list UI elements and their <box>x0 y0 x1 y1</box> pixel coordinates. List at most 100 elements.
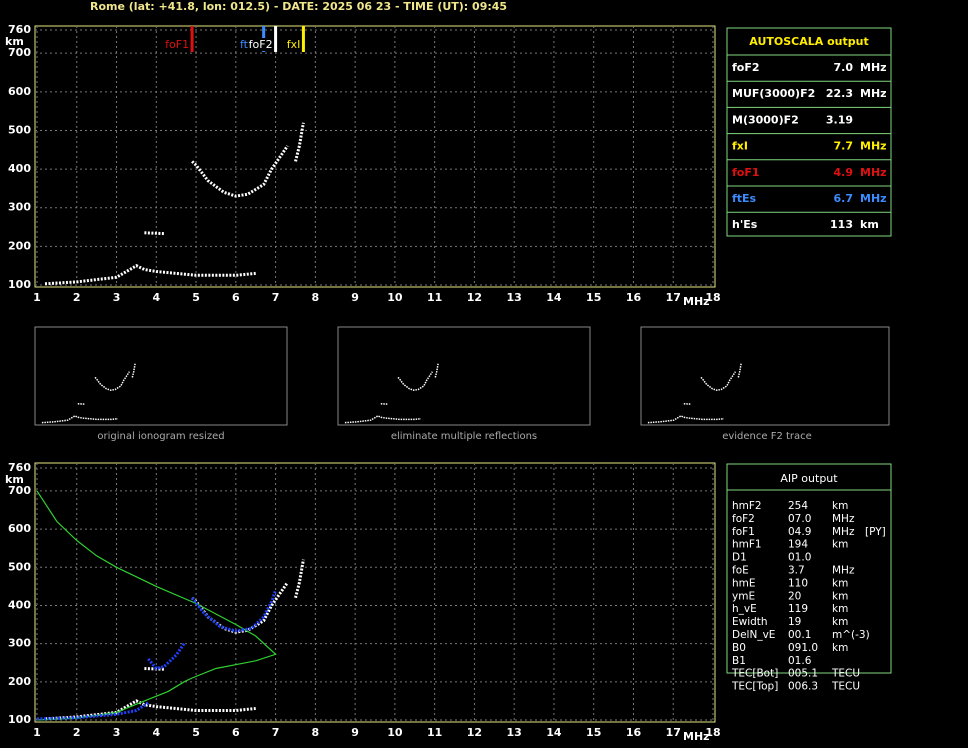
thumb-frame <box>640 326 890 426</box>
aip-value: 3.7 <box>788 565 805 577</box>
x-tick-label: 1 <box>33 291 41 304</box>
aip-value: 01.6 <box>788 655 812 667</box>
row-name: MUF(3000)F2 <box>732 87 815 100</box>
aip-name: hmF1 <box>732 539 762 551</box>
aip-value: 006.3 <box>788 681 818 693</box>
y-tick-label: 200 <box>8 675 31 688</box>
plot-frame <box>34 462 716 723</box>
aip-value: 00.1 <box>788 629 811 641</box>
aip-value: 254 <box>788 500 808 512</box>
row-name: h'Es <box>732 218 758 231</box>
x-tick-label: 11 <box>427 726 442 739</box>
aip-name: B0 <box>732 642 746 654</box>
x-tick-label: 16 <box>626 291 642 304</box>
row-name: foF2 <box>732 61 760 74</box>
row-unit: km <box>860 218 879 231</box>
thumb-trace <box>647 363 742 424</box>
y-tick-label: 400 <box>8 598 31 611</box>
y-tick-label: 300 <box>8 637 31 650</box>
y-tick-label: 400 <box>8 162 31 175</box>
x-tick-label: 8 <box>312 726 320 739</box>
aip-unit: MHz <box>832 513 855 525</box>
row-name: ftEs <box>732 192 757 205</box>
header-title: Rome (lat: +41.8, lon: 012.5) - DATE: 20… <box>90 0 507 13</box>
aip-value: 119 <box>788 603 808 615</box>
y-tick-label: 600 <box>8 85 31 98</box>
y-tick-label: 700 <box>8 484 31 497</box>
aip-name: foF2 <box>732 513 755 525</box>
aip-name: ymE <box>732 590 755 602</box>
thumb-caption: original ionogram resized <box>97 431 224 442</box>
trace <box>36 589 278 721</box>
aip-name: Ewidth <box>732 616 768 628</box>
thumb-frame <box>34 326 288 426</box>
row-unit: MHz <box>860 166 887 179</box>
x-tick-label: 7 <box>272 291 280 304</box>
row-unit: MHz <box>860 192 887 205</box>
x-tick-label: 8 <box>312 291 320 304</box>
x-tick-label: 5 <box>192 726 200 739</box>
aip-name: hmF2 <box>732 500 762 512</box>
row-name: fxI <box>732 140 748 153</box>
x-tick-label: 14 <box>546 291 562 304</box>
y-axis-label: km <box>5 35 24 48</box>
aip-value: 194 <box>788 539 808 551</box>
x-tick-label: 2 <box>73 726 81 739</box>
y-tick-label: 100 <box>8 713 31 726</box>
aip-name: hmE <box>732 577 756 589</box>
aip-unit: km <box>832 590 848 602</box>
trace <box>44 559 305 721</box>
x-tick-label: 4 <box>152 291 160 304</box>
marker-label: foF1 <box>165 38 189 51</box>
x-tick-label: 18 <box>705 291 720 304</box>
trace <box>44 122 305 286</box>
y-tick-label: 100 <box>8 278 31 291</box>
row-value: 4.9 <box>834 166 854 179</box>
x-tick-label: 18 <box>705 726 720 739</box>
marker-label: fxI <box>287 38 301 51</box>
x-tick-label: 9 <box>351 726 359 739</box>
marker-label: foF2 <box>249 38 273 51</box>
x-tick-label: 16 <box>626 726 642 739</box>
label-bg <box>286 38 301 51</box>
row-value: 7.7 <box>834 140 854 153</box>
aip-value: 005.1 <box>788 668 818 680</box>
row-value: 6.7 <box>834 192 854 205</box>
aip-value: 07.0 <box>788 513 811 525</box>
label-bg <box>165 38 190 51</box>
x-tick-label: 13 <box>507 291 522 304</box>
x-tick-label: 11 <box>427 291 442 304</box>
aip-unit: km <box>832 500 848 512</box>
aip-name: TEC[Top] <box>731 681 778 693</box>
aip-unit: m^(-3) <box>832 629 870 641</box>
aip-name: TEC[Bot] <box>731 668 778 680</box>
y-tick-label: 200 <box>8 239 31 252</box>
x-tick-label: 15 <box>586 726 601 739</box>
label-bg <box>248 38 273 51</box>
aip-value: 110 <box>788 577 808 589</box>
aip-unit: km <box>832 603 848 615</box>
x-tick-label: 2 <box>73 291 81 304</box>
autoscala-box <box>726 27 892 237</box>
x-tick-label: 6 <box>232 726 240 739</box>
aip-unit: TECU <box>831 681 860 693</box>
aip-note: [PY] <box>865 526 886 538</box>
x-tick-label: 4 <box>152 726 160 739</box>
row-unit: MHz <box>860 140 887 153</box>
thumb-caption: evidence F2 trace <box>722 431 812 442</box>
trace <box>36 490 277 721</box>
aip-box <box>726 463 892 674</box>
aip-value: 20 <box>788 590 801 602</box>
aip-name: foE <box>732 565 749 577</box>
row-name: M(3000)F2 <box>732 113 799 126</box>
y-tick-label: 500 <box>8 123 31 136</box>
aip-value: 01.0 <box>788 552 811 564</box>
x-tick-label: 14 <box>546 726 562 739</box>
x-tick-label: 3 <box>113 291 121 304</box>
y-tick-label: 760 <box>8 461 31 474</box>
thumb-frame <box>337 326 591 426</box>
thumb-trace <box>41 363 136 424</box>
aip-unit: km <box>832 642 848 654</box>
